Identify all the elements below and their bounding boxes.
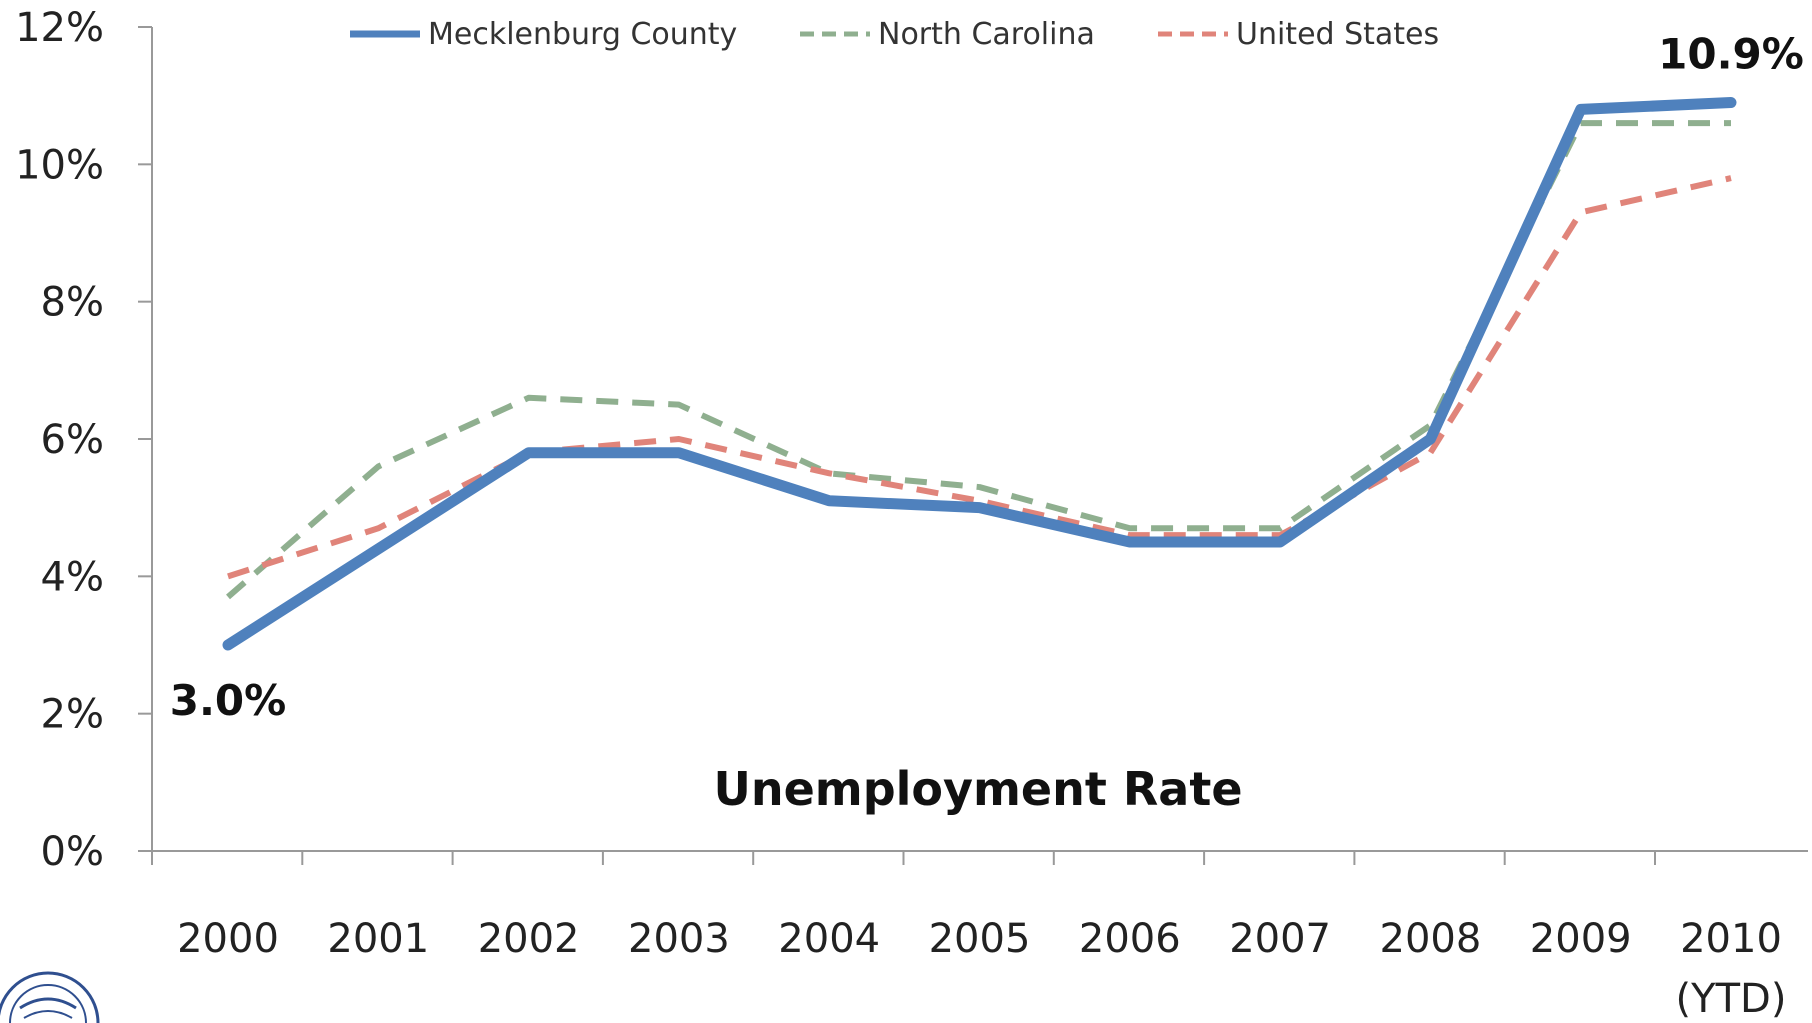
x-tick-label: 2004 — [778, 916, 880, 962]
data-label: 3.0% — [170, 676, 286, 725]
y-tick-label: 10% — [15, 142, 104, 188]
y-tick-label: 6% — [41, 417, 104, 463]
county-seal-logo — [0, 971, 100, 1023]
x-tick-label: 2008 — [1380, 916, 1482, 962]
data-annotations: 3.0% 10.9% — [170, 30, 1804, 725]
x-axis-ticks: 2000 2001 2002 2003 2004 2005 2006 2007 2008 2009… — [151, 851, 1787, 1022]
series-lines — [222, 97, 1737, 651]
y-tick-label: 2% — [41, 692, 104, 738]
data-label: 10.9% — [1658, 30, 1804, 79]
x-tick-label: 2005 — [929, 916, 1031, 962]
x-tick-label: 2010 — [1680, 916, 1782, 962]
series-line-mecklenburg-county — [222, 97, 1737, 651]
y-tick-label: 4% — [41, 554, 104, 600]
chart-title: Unemployment Rate — [713, 762, 1242, 816]
legend-label: Mecklenburg County — [428, 17, 737, 52]
legend: Mecklenburg County North Carolina United S… — [350, 17, 1439, 52]
x-tick-label: 2009 — [1530, 916, 1632, 962]
x-tick-label: 2000 — [177, 916, 279, 962]
series-line-united-states — [227, 175, 1732, 580]
x-tick-label: 2001 — [327, 916, 429, 962]
y-tick-label: 8% — [41, 280, 104, 326]
legend-label: North Carolina — [878, 17, 1095, 52]
x-tick-label: 2003 — [628, 916, 730, 962]
y-axis-ticks: 0% 2% 4% 6% 8% 10% 12% — [15, 5, 152, 875]
series-line-north-carolina — [226, 120, 1731, 600]
x-tick-label: 2007 — [1229, 916, 1331, 962]
y-tick-label: 0% — [41, 829, 104, 875]
legend-label: United States — [1236, 17, 1439, 52]
y-tick-label: 12% — [15, 5, 104, 51]
x-tick-label: 2002 — [478, 916, 580, 962]
x-tick-label: 2006 — [1079, 916, 1181, 962]
x-tick-sublabel: (YTD) — [1676, 976, 1787, 1022]
